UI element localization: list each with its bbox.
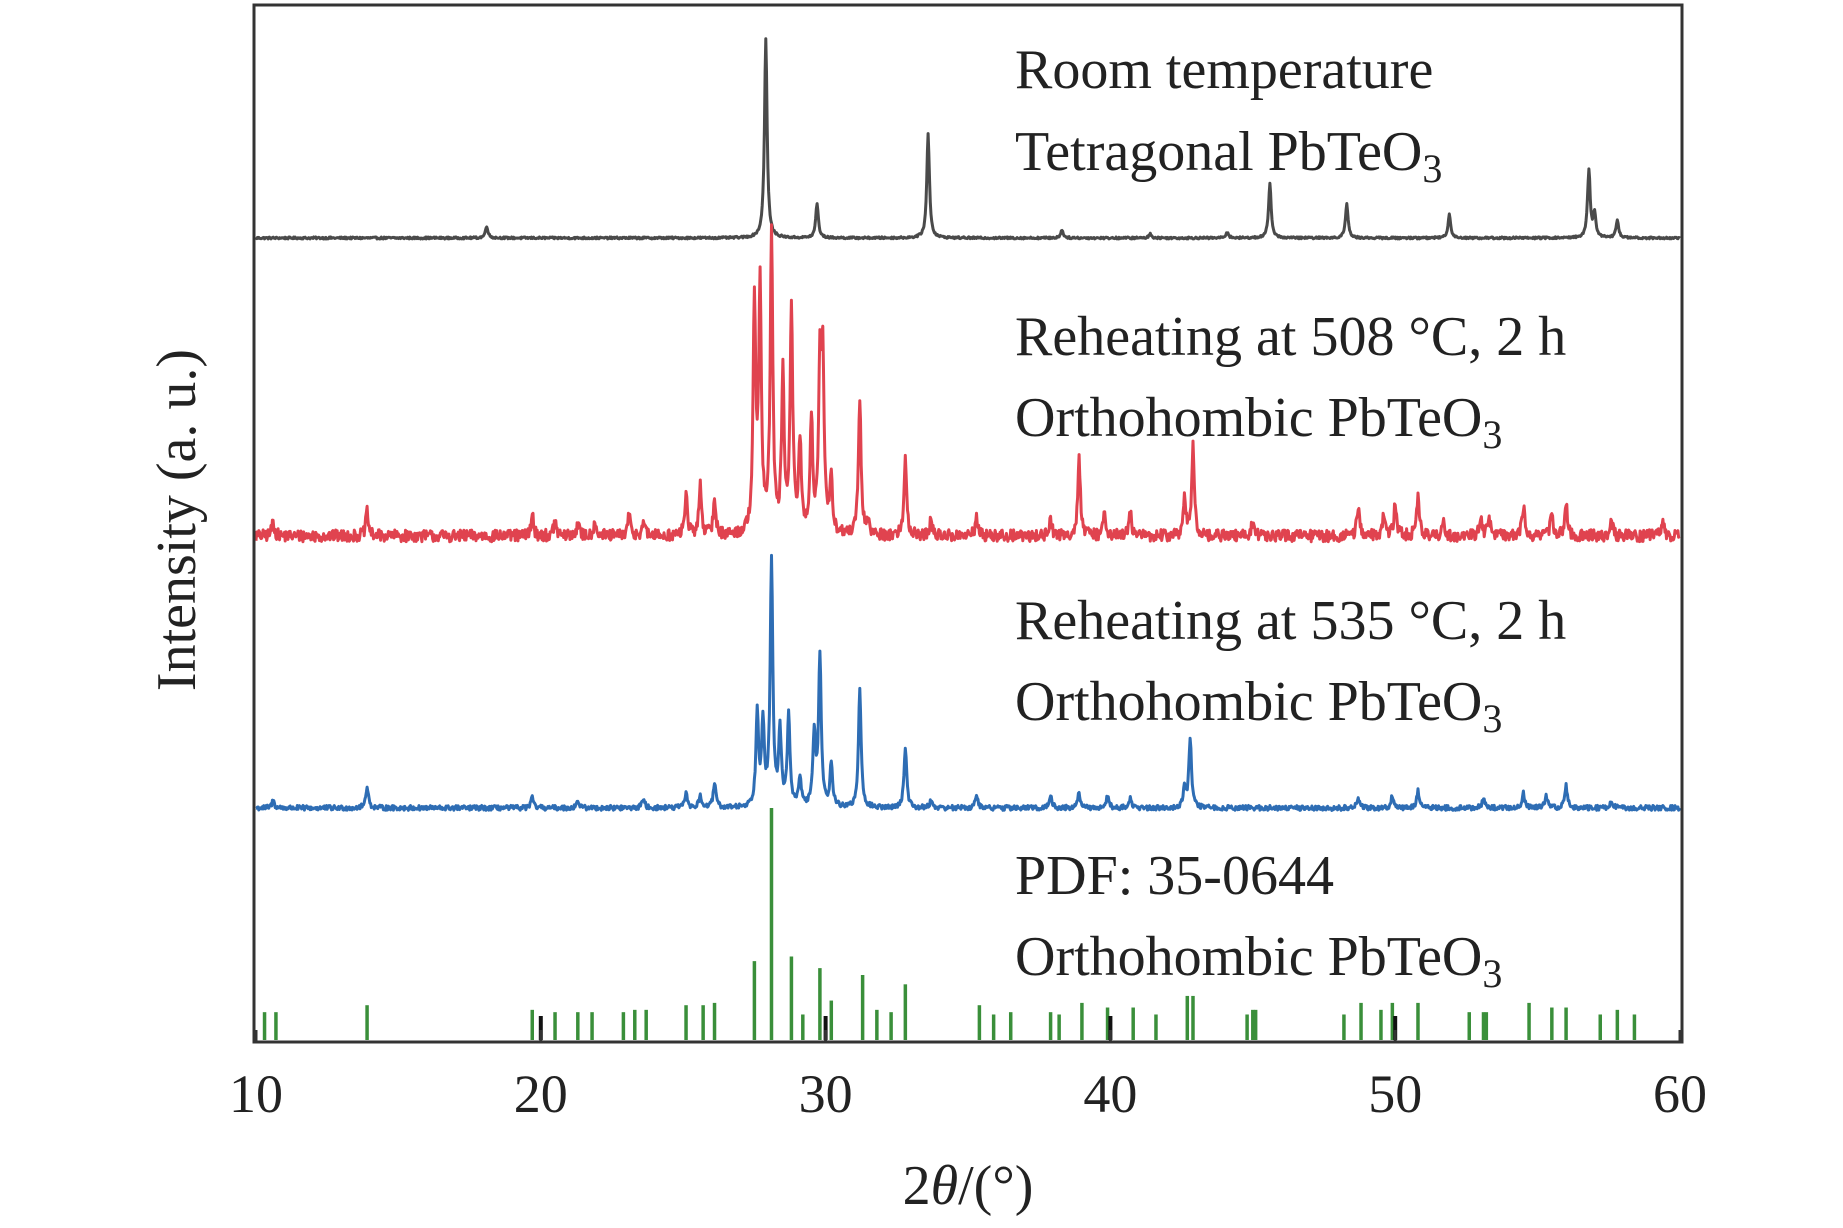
label-508-line1: Reheating at 508 °C, 2 h: [1015, 306, 1566, 368]
x-axis-title: 2θ/(°): [903, 1155, 1034, 1217]
label-508-line2: Orthohombic PbTeO3: [1015, 387, 1502, 457]
x-tick-label: 50: [1368, 1064, 1422, 1124]
y-axis-title: Intensity (a. u.): [146, 349, 208, 691]
series-labels: Room temperature Tetragonal PbTeO3 Rehea…: [1015, 39, 1566, 996]
label-room-line1: Room temperature: [1015, 39, 1433, 101]
label-room-line2: Tetragonal PbTeO3: [1015, 121, 1442, 191]
label-535-line1: Reheating at 535 °C, 2 h: [1015, 590, 1566, 652]
label-535-line2: Orthohombic PbTeO3: [1015, 671, 1502, 741]
label-pdf-line1: PDF: 35-0644: [1015, 845, 1334, 907]
x-tick-label: 40: [1083, 1064, 1137, 1124]
x-tick-label: 30: [799, 1064, 853, 1124]
x-tick-label: 60: [1653, 1064, 1707, 1124]
plot-marks: [254, 37, 1682, 1040]
x-axis-ticks: 10 20 30 40 50 60: [229, 1030, 1707, 1124]
x-tick-label: 20: [514, 1064, 568, 1124]
series-line-r535: [255, 553, 1682, 812]
label-pdf-line2: Orthohombic PbTeO3: [1015, 926, 1502, 996]
x-tick-label: 10: [229, 1064, 283, 1124]
plot-frame: [252, 3, 1684, 1044]
series-line-r508: [254, 223, 1681, 544]
series-line-room: [254, 37, 1681, 241]
